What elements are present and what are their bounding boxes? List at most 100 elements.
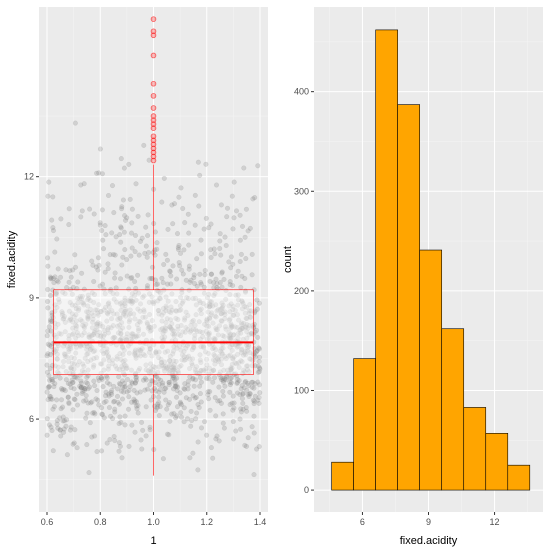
jitter-point	[122, 422, 128, 428]
jitter-point	[234, 324, 240, 331]
jitter-point	[192, 366, 198, 373]
jitter-point	[62, 319, 68, 325]
jitter-point	[206, 291, 212, 297]
jitter-point	[91, 355, 97, 362]
jitter-point	[107, 381, 113, 387]
jitter-point	[146, 291, 153, 297]
outlier-point	[150, 157, 157, 164]
jitter-point	[179, 357, 185, 363]
jitter-point	[109, 387, 115, 394]
jitter-point	[45, 286, 51, 293]
jitter-point	[163, 251, 169, 257]
jitter-point	[61, 315, 67, 322]
jitter-point	[129, 300, 135, 306]
jitter-point	[81, 363, 87, 369]
jitter-point	[156, 399, 162, 406]
jitter-point	[178, 185, 184, 191]
jitter-point	[244, 329, 250, 335]
jitter-point	[220, 375, 226, 381]
jitter-point	[229, 375, 235, 381]
jitter-point	[72, 427, 78, 433]
jitter-point	[94, 307, 100, 313]
jitter-point	[142, 250, 148, 256]
jitter-point	[173, 384, 179, 390]
jitter-point	[48, 317, 54, 323]
jitter-point	[238, 330, 244, 336]
jitter-point	[95, 255, 101, 261]
jitter-point	[92, 411, 98, 417]
jitter-point	[208, 221, 214, 227]
jitter-point	[218, 346, 224, 352]
jitter-point	[243, 404, 249, 411]
jitter-point	[164, 406, 170, 412]
jitter-point	[227, 389, 233, 395]
jitter-point	[71, 314, 77, 320]
jitter-point	[182, 386, 188, 392]
jitter-point	[87, 298, 93, 304]
jitter-point	[96, 170, 102, 176]
jitter-point	[190, 393, 196, 399]
jitter-point	[144, 321, 151, 327]
jitter-point	[172, 383, 178, 389]
jitter-point	[56, 296, 62, 302]
jitter-point	[148, 361, 154, 367]
jitter-point	[218, 311, 224, 317]
jitter-point	[85, 292, 91, 298]
jitter-point	[230, 307, 236, 313]
jitter-point	[184, 343, 190, 349]
jitter-point	[213, 276, 219, 282]
jitter-point	[174, 404, 181, 410]
jitter-point	[147, 427, 153, 433]
jitter-point	[240, 406, 246, 412]
outlier-point	[150, 117, 157, 123]
jitter-point	[215, 307, 221, 313]
jitter-point	[88, 357, 94, 363]
jitter-point	[165, 366, 171, 372]
jitter-point	[188, 423, 194, 429]
jitter-point	[169, 291, 175, 297]
jitter-point	[75, 295, 81, 301]
right-x-tick-label: 12	[490, 517, 500, 527]
jitter-point	[186, 353, 192, 359]
jitter-point	[189, 319, 195, 325]
jitter-point	[103, 398, 109, 404]
jitter-point	[83, 393, 89, 399]
jitter-point	[198, 399, 204, 405]
jitter-point	[169, 327, 175, 333]
jitter-point	[168, 362, 174, 368]
jitter-point	[156, 364, 162, 370]
jitter-point	[63, 369, 69, 375]
jitter-point	[246, 369, 252, 375]
jitter-point	[118, 388, 125, 394]
jitter-point	[97, 323, 103, 329]
jitter-point	[58, 386, 65, 392]
jitter-point	[231, 400, 237, 406]
jitter-point	[129, 422, 135, 428]
jitter-point	[229, 400, 235, 406]
jitter-point	[176, 331, 182, 337]
jitter-point	[46, 377, 53, 383]
jitter-point	[118, 307, 124, 313]
jitter-point	[144, 254, 150, 260]
jitter-point	[101, 307, 107, 313]
jitter-point	[204, 316, 210, 322]
jitter-point	[244, 367, 251, 373]
jitter-point	[191, 280, 198, 287]
jitter-point	[84, 351, 90, 357]
jitter-point	[186, 287, 192, 293]
jitter-point	[241, 320, 247, 326]
jitter-point	[86, 313, 92, 319]
outlier-point	[150, 149, 157, 156]
jitter-point	[242, 379, 248, 385]
jitter-point	[233, 292, 239, 298]
jitter-point	[58, 406, 64, 412]
jitter-point	[89, 399, 95, 405]
jitter-point	[161, 328, 167, 334]
jitter-point	[227, 333, 233, 339]
jitter-point	[139, 235, 145, 241]
jitter-point	[155, 401, 161, 407]
jitter-point	[50, 275, 56, 281]
jitter-point	[175, 370, 182, 376]
jitter-point	[208, 271, 214, 277]
jitter-point	[44, 389, 50, 395]
